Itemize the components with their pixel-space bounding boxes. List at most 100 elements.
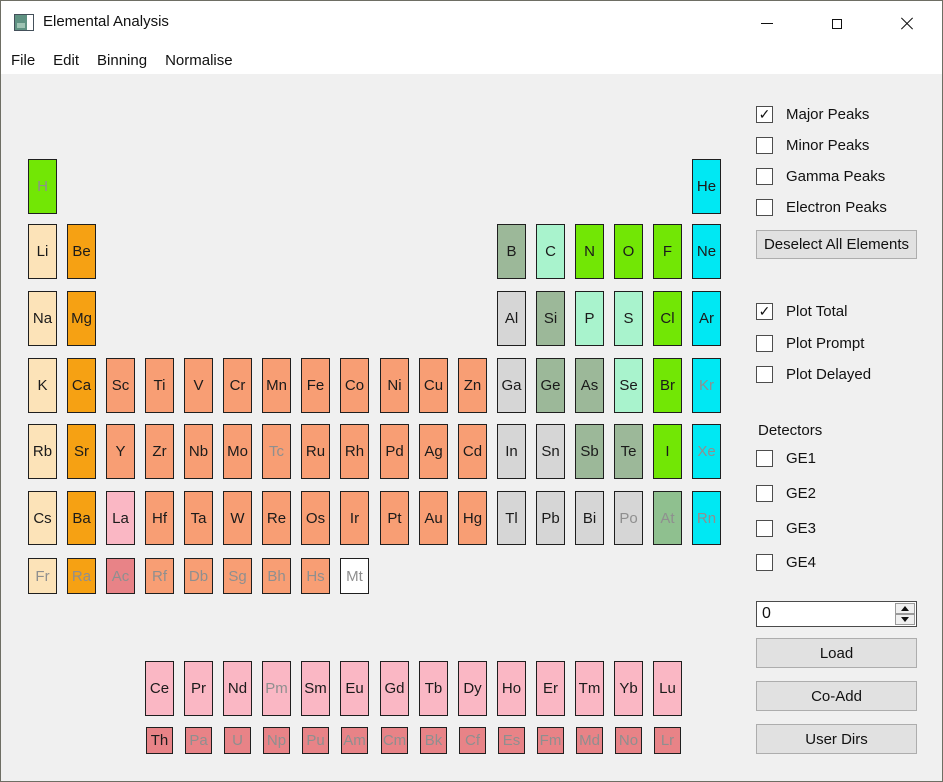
checkbox-minor-peaks[interactable]: Minor Peaks (756, 135, 869, 155)
element-tile-ga[interactable]: Ga (497, 358, 526, 413)
element-tile-sm[interactable]: Sm (301, 661, 330, 716)
checkbox-ge2[interactable]: GE2 (756, 483, 816, 503)
element-tile-rb[interactable]: Rb (28, 424, 57, 479)
checkbox-box[interactable] (756, 449, 773, 467)
element-tile-ce[interactable]: Ce (145, 661, 174, 716)
element-tile-kr[interactable]: Kr (692, 358, 721, 413)
element-tile-cu[interactable]: Cu (419, 358, 448, 413)
element-tile-zn[interactable]: Zn (458, 358, 487, 413)
element-tile-md[interactable]: Md (576, 727, 603, 754)
checkbox-box[interactable] (756, 167, 773, 185)
element-tile-pr[interactable]: Pr (184, 661, 213, 716)
element-tile-pu[interactable]: Pu (302, 727, 329, 754)
element-tile-he[interactable]: He (692, 159, 721, 214)
element-tile-n[interactable]: N (575, 224, 604, 279)
element-tile-cr[interactable]: Cr (223, 358, 252, 413)
element-tile-na[interactable]: Na (28, 291, 57, 346)
element-tile-ba[interactable]: Ba (67, 491, 96, 545)
element-tile-er[interactable]: Er (536, 661, 565, 716)
element-tile-ag[interactable]: Ag (419, 424, 448, 479)
element-tile-c[interactable]: C (536, 224, 565, 279)
element-tile-xe[interactable]: Xe (692, 424, 721, 479)
checkbox-checked-icon[interactable]: ✓ (756, 302, 773, 320)
maximize-button[interactable] (802, 1, 872, 46)
element-tile-zr[interactable]: Zr (145, 424, 174, 479)
element-tile-co[interactable]: Co (340, 358, 369, 413)
element-tile-w[interactable]: W (223, 491, 252, 545)
element-tile-th[interactable]: Th (146, 727, 173, 754)
element-tile-os[interactable]: Os (301, 491, 330, 545)
element-tile-u[interactable]: U (224, 727, 251, 754)
checkbox-gamma-peaks[interactable]: Gamma Peaks (756, 166, 885, 186)
element-tile-rh[interactable]: Rh (340, 424, 369, 479)
element-tile-mg[interactable]: Mg (67, 291, 96, 346)
element-tile-ne[interactable]: Ne (692, 224, 721, 279)
element-tile-ti[interactable]: Ti (145, 358, 174, 413)
element-tile-fr[interactable]: Fr (28, 558, 57, 594)
element-tile-s[interactable]: S (614, 291, 643, 346)
element-tile-am[interactable]: Am (341, 727, 368, 754)
element-tile-lr[interactable]: Lr (654, 727, 681, 754)
element-tile-po[interactable]: Po (614, 491, 643, 545)
close-button[interactable] (872, 1, 942, 46)
checkbox-box[interactable] (756, 136, 773, 154)
element-tile-hf[interactable]: Hf (145, 491, 174, 545)
element-tile-hg[interactable]: Hg (458, 491, 487, 545)
element-tile-ac[interactable]: Ac (106, 558, 135, 594)
element-tile-la[interactable]: La (106, 491, 135, 545)
checkbox-box[interactable] (756, 553, 773, 571)
element-tile-tc[interactable]: Tc (262, 424, 291, 479)
element-tile-y[interactable]: Y (106, 424, 135, 479)
element-tile-cm[interactable]: Cm (381, 727, 408, 754)
checkbox-box[interactable] (756, 365, 773, 383)
element-tile-gd[interactable]: Gd (380, 661, 409, 716)
element-tile-cl[interactable]: Cl (653, 291, 682, 346)
element-tile-es[interactable]: Es (498, 727, 525, 754)
menu-item-normalise[interactable]: Normalise (165, 51, 233, 69)
element-tile-ir[interactable]: Ir (340, 491, 369, 545)
element-tile-fm[interactable]: Fm (537, 727, 564, 754)
element-tile-no[interactable]: No (615, 727, 642, 754)
element-tile-pt[interactable]: Pt (380, 491, 409, 545)
element-tile-in[interactable]: In (497, 424, 526, 479)
element-tile-p[interactable]: P (575, 291, 604, 346)
element-tile-cs[interactable]: Cs (28, 491, 57, 545)
element-tile-rf[interactable]: Rf (145, 558, 174, 594)
element-tile-ca[interactable]: Ca (67, 358, 96, 413)
load-button[interactable]: Load (756, 638, 917, 668)
element-tile-b[interactable]: B (497, 224, 526, 279)
element-tile-tm[interactable]: Tm (575, 661, 604, 716)
element-tile-mo[interactable]: Mo (223, 424, 252, 479)
checkbox-ge3[interactable]: GE3 (756, 518, 816, 538)
element-tile-sn[interactable]: Sn (536, 424, 565, 479)
menu-item-binning[interactable]: Binning (97, 51, 148, 69)
element-tile-hs[interactable]: Hs (301, 558, 330, 594)
element-tile-mt[interactable]: Mt (340, 558, 369, 594)
element-tile-pm[interactable]: Pm (262, 661, 291, 716)
element-tile-i[interactable]: I (653, 424, 682, 479)
element-tile-br[interactable]: Br (653, 358, 682, 413)
element-tile-dy[interactable]: Dy (458, 661, 487, 716)
element-tile-db[interactable]: Db (184, 558, 213, 594)
element-tile-nb[interactable]: Nb (184, 424, 213, 479)
element-tile-li[interactable]: Li (28, 224, 57, 279)
element-tile-sc[interactable]: Sc (106, 358, 135, 413)
element-tile-tb[interactable]: Tb (419, 661, 448, 716)
checkbox-plot-total[interactable]: ✓ Plot Total (756, 301, 847, 321)
element-tile-at[interactable]: At (653, 491, 682, 545)
element-tile-fe[interactable]: Fe (301, 358, 330, 413)
spin-up-button[interactable] (895, 603, 915, 614)
checkbox-plot-prompt[interactable]: Plot Prompt (756, 333, 864, 353)
checkbox-box[interactable] (756, 198, 773, 216)
element-tile-v[interactable]: V (184, 358, 213, 413)
element-tile-sr[interactable]: Sr (67, 424, 96, 479)
spin-down-button[interactable] (895, 614, 915, 625)
element-tile-be[interactable]: Be (67, 224, 96, 279)
element-tile-pd[interactable]: Pd (380, 424, 409, 479)
element-tile-sb[interactable]: Sb (575, 424, 604, 479)
element-tile-as[interactable]: As (575, 358, 604, 413)
element-tile-cd[interactable]: Cd (458, 424, 487, 479)
element-tile-rn[interactable]: Rn (692, 491, 721, 545)
element-tile-au[interactable]: Au (419, 491, 448, 545)
checkbox-ge4[interactable]: GE4 (756, 552, 816, 572)
